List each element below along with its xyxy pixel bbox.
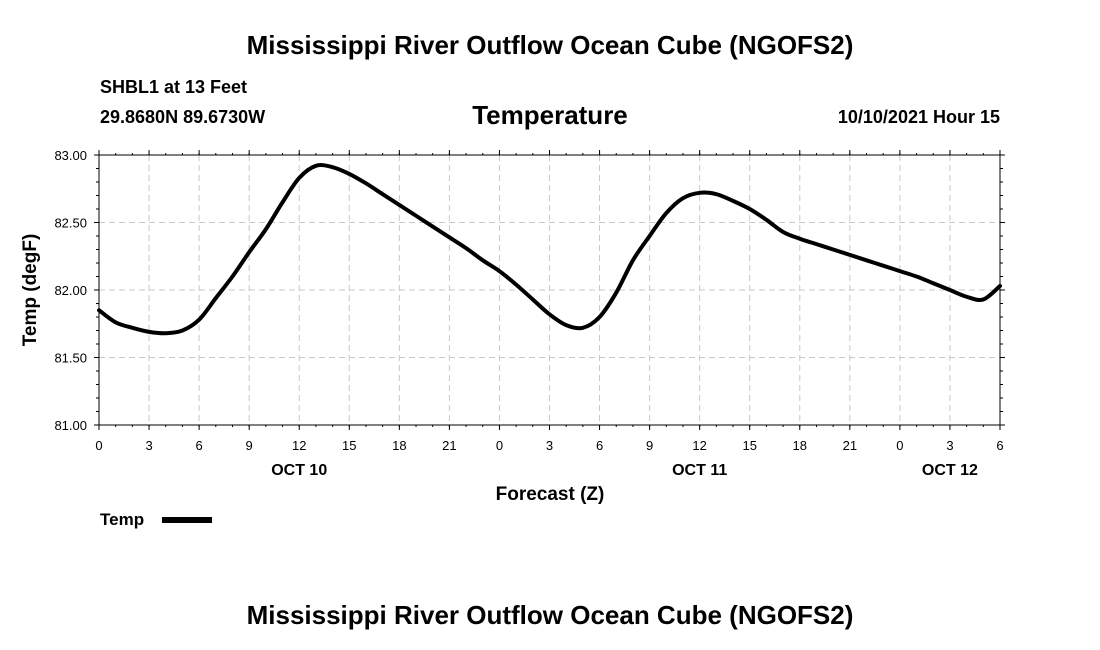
y-axis: 81.00 81.50 82.00 82.50 83.00 xyxy=(54,148,1005,433)
date-label: OCT 11 xyxy=(672,462,727,479)
y-tick-label: 82.00 xyxy=(54,283,87,298)
footer-title: Mississippi River Outflow Ocean Cube (NG… xyxy=(246,600,854,630)
x-tick-label: 15 xyxy=(742,438,756,453)
forecast-timestamp: 10/10/2021 Hour 15 xyxy=(837,107,1000,127)
x-tick-label: 0 xyxy=(95,438,102,453)
station-label: SHBL1 at 13 Feet xyxy=(100,77,248,97)
x-axis-label: Forecast (Z) xyxy=(496,484,605,505)
y-tick-label: 81.50 xyxy=(54,351,87,366)
x-tick-label: 15 xyxy=(342,438,356,453)
x-tick-label: 12 xyxy=(292,438,306,453)
temperature-chart: 81.00 81.50 82.00 82.50 83.00 0 3 6 9 12 15 18 21 0 3… xyxy=(20,148,1005,529)
temp-series-line xyxy=(97,163,1002,336)
legend: Temp xyxy=(100,510,212,529)
x-tick-label: 6 xyxy=(596,438,603,453)
date-label: OCT 10 xyxy=(271,462,327,479)
x-tick-label: 21 xyxy=(442,438,456,453)
x-tick-label: 0 xyxy=(496,438,503,453)
date-label: OCT 12 xyxy=(922,462,978,479)
x-tick-label: 6 xyxy=(996,438,1003,453)
date-labels: OCT 10 OCT 11 OCT 12 xyxy=(271,462,978,479)
legend-label: Temp xyxy=(100,510,144,529)
x-tick-label: 18 xyxy=(793,438,807,453)
y-tick-label: 81.00 xyxy=(54,418,87,433)
x-axis: 0 3 6 9 12 15 18 21 0 3 6 9 12 15 18 21 0 3 6 xyxy=(95,150,1004,453)
station-coordinates: 29.8680N 89.6730W xyxy=(100,107,266,127)
x-tick-label: 9 xyxy=(246,438,253,453)
x-tick-label: 21 xyxy=(843,438,857,453)
x-tick-label: 3 xyxy=(145,438,152,453)
x-tick-label: 9 xyxy=(646,438,653,453)
y-axis-label: Temp (degF) xyxy=(20,234,41,347)
y-tick-label: 82.50 xyxy=(54,216,87,231)
x-tick-label: 3 xyxy=(946,438,953,453)
x-tick-label: 6 xyxy=(195,438,202,453)
chart-grid xyxy=(99,155,1000,425)
x-tick-label: 18 xyxy=(392,438,406,453)
page-title: Mississippi River Outflow Ocean Cube (NG… xyxy=(246,30,854,60)
x-tick-label: 12 xyxy=(692,438,706,453)
x-tick-label: 3 xyxy=(546,438,553,453)
x-tick-label: 0 xyxy=(896,438,903,453)
chart-title: Temperature xyxy=(472,100,628,130)
y-tick-label: 83.00 xyxy=(54,148,87,163)
